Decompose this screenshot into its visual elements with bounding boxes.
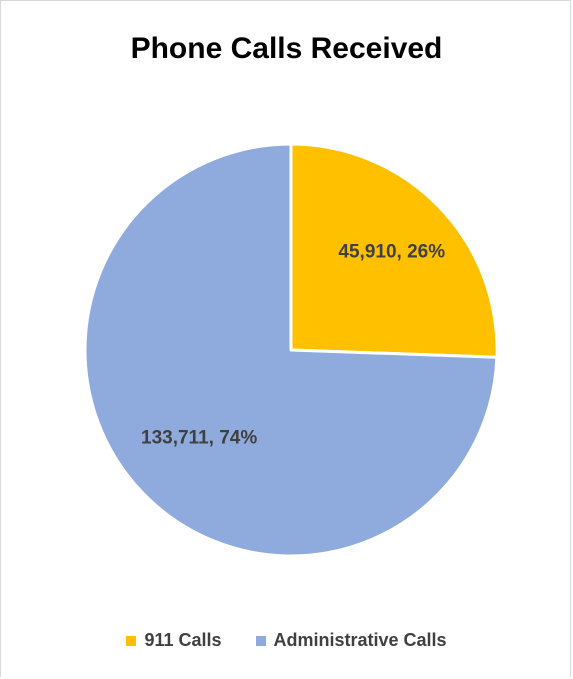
legend-item-administrative-calls: Administrative Calls <box>255 630 447 651</box>
legend-item-911-calls: 911 Calls <box>126 630 222 651</box>
pie-slice-administrative-calls <box>83 142 499 558</box>
chart-legend: 911 Calls Administrative Calls <box>0 630 573 651</box>
legend-swatch-administrative-calls <box>255 635 266 646</box>
legend-label-administrative-calls: Administrative Calls <box>273 630 447 650</box>
data-label-administrative-calls: 133,711, 74% <box>141 428 257 449</box>
data-label-911-calls: 45,910, 26% <box>338 242 445 263</box>
legend-label-911-calls: 911 Calls <box>144 630 222 650</box>
legend-swatch-911-calls <box>126 635 137 646</box>
pie-slice-911-calls <box>289 142 499 359</box>
chart-title: Phone Calls Received <box>130 32 443 65</box>
